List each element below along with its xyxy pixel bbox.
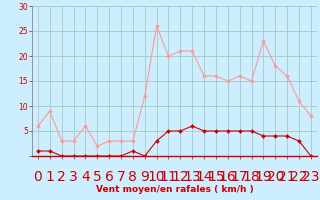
X-axis label: Vent moyen/en rafales ( km/h ): Vent moyen/en rafales ( km/h ) xyxy=(96,185,253,194)
